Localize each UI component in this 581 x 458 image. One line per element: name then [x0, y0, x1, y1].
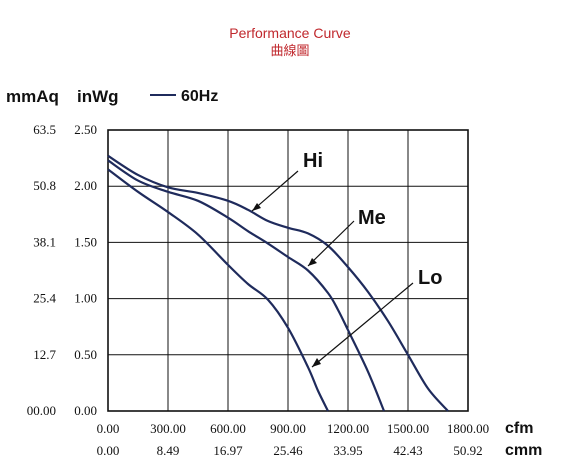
x-tick-cfm: 600.00 [210, 421, 246, 436]
series-label-me: Me [358, 207, 386, 229]
plot-frame [107, 129, 469, 412]
y-tick-mmaq: 38.1 [33, 234, 56, 249]
x-unit-cfm: cfm [505, 420, 533, 437]
y-tick-mmaq: 50.8 [33, 178, 56, 193]
series-line-me [107, 159, 386, 412]
series-label-lo: Lo [418, 267, 442, 289]
arrow-lo [311, 282, 414, 368]
arrow-me [307, 220, 355, 267]
y-tick-inwg: 0.00 [74, 403, 97, 418]
chart-title: Performance Curve [229, 25, 351, 41]
series-lines [107, 154, 449, 412]
arrowhead-hi [252, 203, 261, 211]
x-tick-cfm: 0.00 [97, 421, 120, 436]
y-tick-mmaq: 12.7 [33, 347, 56, 362]
x-tick-cfm: 1800.00 [447, 421, 489, 436]
y-tick-inwg: 0.50 [74, 347, 97, 362]
y-tick-inwg: 1.50 [74, 234, 97, 249]
x-tick-cfm: 1500.00 [387, 421, 429, 436]
curve-callouts [251, 170, 414, 368]
legend-label: 60Hz [181, 88, 218, 105]
x-tick-cmm: 42.43 [393, 443, 422, 458]
arrowhead-me [308, 258, 317, 266]
tick-labels: 0.00 300.00 600.00 900.00 1200.00 1500.00 1800… [27, 122, 489, 458]
x-tick-cfm: 900.00 [270, 421, 306, 436]
y-tick-inwg: 1.00 [74, 291, 97, 306]
y-tick-mmaq: 00.00 [27, 403, 56, 418]
x-tick-cmm: 33.95 [333, 443, 362, 458]
x-tick-cmm: 0.00 [97, 443, 120, 458]
series-line-lo [107, 168, 329, 412]
arrow-hi [251, 170, 299, 212]
series-line-hi [107, 154, 449, 412]
x-tick-cmm: 25.46 [273, 443, 303, 458]
y-tick-inwg: 2.50 [74, 122, 97, 137]
chart-subtitle: 曲線圖 [270, 43, 309, 58]
x-tick-cmm: 16.97 [213, 443, 243, 458]
grid [107, 129, 469, 412]
x-tick-cmm: 8.49 [157, 443, 180, 458]
x-unit-cmm: cmm [505, 442, 542, 458]
x-tick-cfm: 300.00 [150, 421, 186, 436]
y-tick-mmaq: 25.4 [33, 291, 56, 306]
y-unit-inwg: inWg [77, 87, 119, 106]
y-tick-inwg: 2.00 [74, 178, 97, 193]
arrowhead-lo [312, 358, 321, 367]
x-tick-cfm: 1200.00 [327, 421, 369, 436]
x-tick-cmm: 50.92 [453, 443, 482, 458]
series-label-hi: Hi [303, 150, 323, 172]
y-tick-mmaq: 63.5 [33, 122, 56, 137]
y-unit-mmaq: mmAq [6, 87, 59, 106]
